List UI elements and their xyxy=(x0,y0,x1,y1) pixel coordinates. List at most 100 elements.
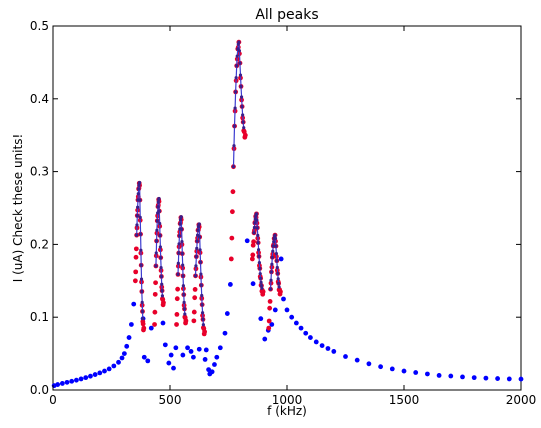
fit-point xyxy=(270,255,274,259)
fit-point xyxy=(271,249,275,253)
data-point-background xyxy=(331,349,337,354)
data-point-peak xyxy=(250,252,256,258)
fit-point xyxy=(195,239,199,243)
fit-point xyxy=(135,223,139,227)
series-layer xyxy=(51,39,524,389)
fit-point xyxy=(194,264,198,268)
y-tick-label: 0.5 xyxy=(30,19,49,33)
fit-point xyxy=(181,274,185,278)
data-point-peak xyxy=(229,209,235,215)
data-point-background xyxy=(185,345,190,351)
fit-point xyxy=(233,106,237,110)
data-point-peak xyxy=(133,246,139,252)
data-point-background xyxy=(325,346,331,351)
ticks-layer: 0 500 1000 1500 2000 0.0 0.1 0.2 0.3 0.4 0.5 xyxy=(30,19,536,407)
fit-point xyxy=(259,276,263,280)
data-point-background xyxy=(319,343,325,348)
fit-point xyxy=(198,248,202,252)
fit-point xyxy=(258,266,262,271)
fit-point xyxy=(138,198,142,202)
chart-title: All peaks xyxy=(255,7,318,23)
fit-point xyxy=(139,248,143,252)
data-point-background xyxy=(278,256,284,262)
fit-point xyxy=(253,221,257,225)
fit-point xyxy=(182,307,187,311)
data-point-peak xyxy=(191,318,197,324)
data-point-background xyxy=(483,375,489,381)
data-point-peak xyxy=(141,325,147,331)
data-point-background xyxy=(258,316,264,322)
fit-point xyxy=(200,311,205,315)
data-point-background xyxy=(281,296,286,302)
fit-point xyxy=(235,64,239,68)
fit-point xyxy=(200,303,204,307)
data-point-background xyxy=(131,301,137,307)
data-point-background xyxy=(171,365,176,371)
data-point-background xyxy=(313,339,319,345)
data-point-background xyxy=(425,371,430,377)
fit-point xyxy=(179,227,184,231)
fit-point xyxy=(270,262,274,266)
data-point-background xyxy=(224,311,230,316)
data-point-background xyxy=(64,379,70,385)
fit-point xyxy=(195,233,200,237)
data-point-background xyxy=(298,325,304,331)
data-point-peak xyxy=(192,295,198,301)
fit-point xyxy=(196,228,200,232)
fit-point xyxy=(252,231,256,235)
y-tick-label: 0.0 xyxy=(30,383,49,397)
fit-point xyxy=(136,205,140,209)
fit-point xyxy=(157,209,161,213)
fit-point xyxy=(140,309,145,314)
data-point-peak xyxy=(228,256,234,262)
fit-point xyxy=(240,104,244,109)
data-point-background xyxy=(303,330,309,336)
fit-point xyxy=(183,312,187,316)
fit-point xyxy=(155,239,159,243)
data-point-background xyxy=(145,358,151,364)
data-point-peak xyxy=(152,291,158,297)
fit-point xyxy=(234,76,238,80)
data-point-peak xyxy=(267,298,273,304)
fit-point xyxy=(276,271,280,276)
data-point-peak xyxy=(175,286,181,292)
data-point-background xyxy=(289,314,295,320)
data-point-background xyxy=(126,335,132,340)
fit-point xyxy=(137,187,141,191)
fit-point xyxy=(155,219,159,223)
fit-point xyxy=(277,281,281,285)
data-point-background xyxy=(106,366,112,372)
fit-point xyxy=(177,234,182,238)
data-point-peak xyxy=(174,296,180,302)
data-point-background xyxy=(206,367,212,373)
fit-point xyxy=(177,242,181,246)
fit-point xyxy=(237,40,241,44)
fit-point xyxy=(232,124,237,128)
fit-point xyxy=(179,215,183,219)
fit-point xyxy=(238,61,242,65)
fit-point xyxy=(238,73,243,77)
data-point-background xyxy=(102,368,107,374)
fit-point xyxy=(193,274,198,278)
fit-point xyxy=(252,225,257,230)
fit-point xyxy=(178,218,183,222)
data-point-peak xyxy=(152,309,158,315)
data-point-peak xyxy=(260,289,266,295)
fit-point xyxy=(273,236,278,240)
fit-point xyxy=(160,282,164,286)
fit-point xyxy=(199,272,203,276)
fit-point xyxy=(160,294,165,298)
data-point-background xyxy=(202,357,208,362)
fit-point xyxy=(159,265,163,270)
data-point-peak xyxy=(230,189,236,195)
data-point-background xyxy=(366,361,372,367)
fit-point xyxy=(269,270,274,274)
fit-point xyxy=(276,277,280,281)
fit-point xyxy=(241,113,245,117)
data-point-peak xyxy=(278,289,283,295)
fit-point xyxy=(235,54,239,58)
fit-point xyxy=(156,200,160,204)
data-point-background xyxy=(162,342,168,348)
data-point-peak xyxy=(140,321,146,327)
